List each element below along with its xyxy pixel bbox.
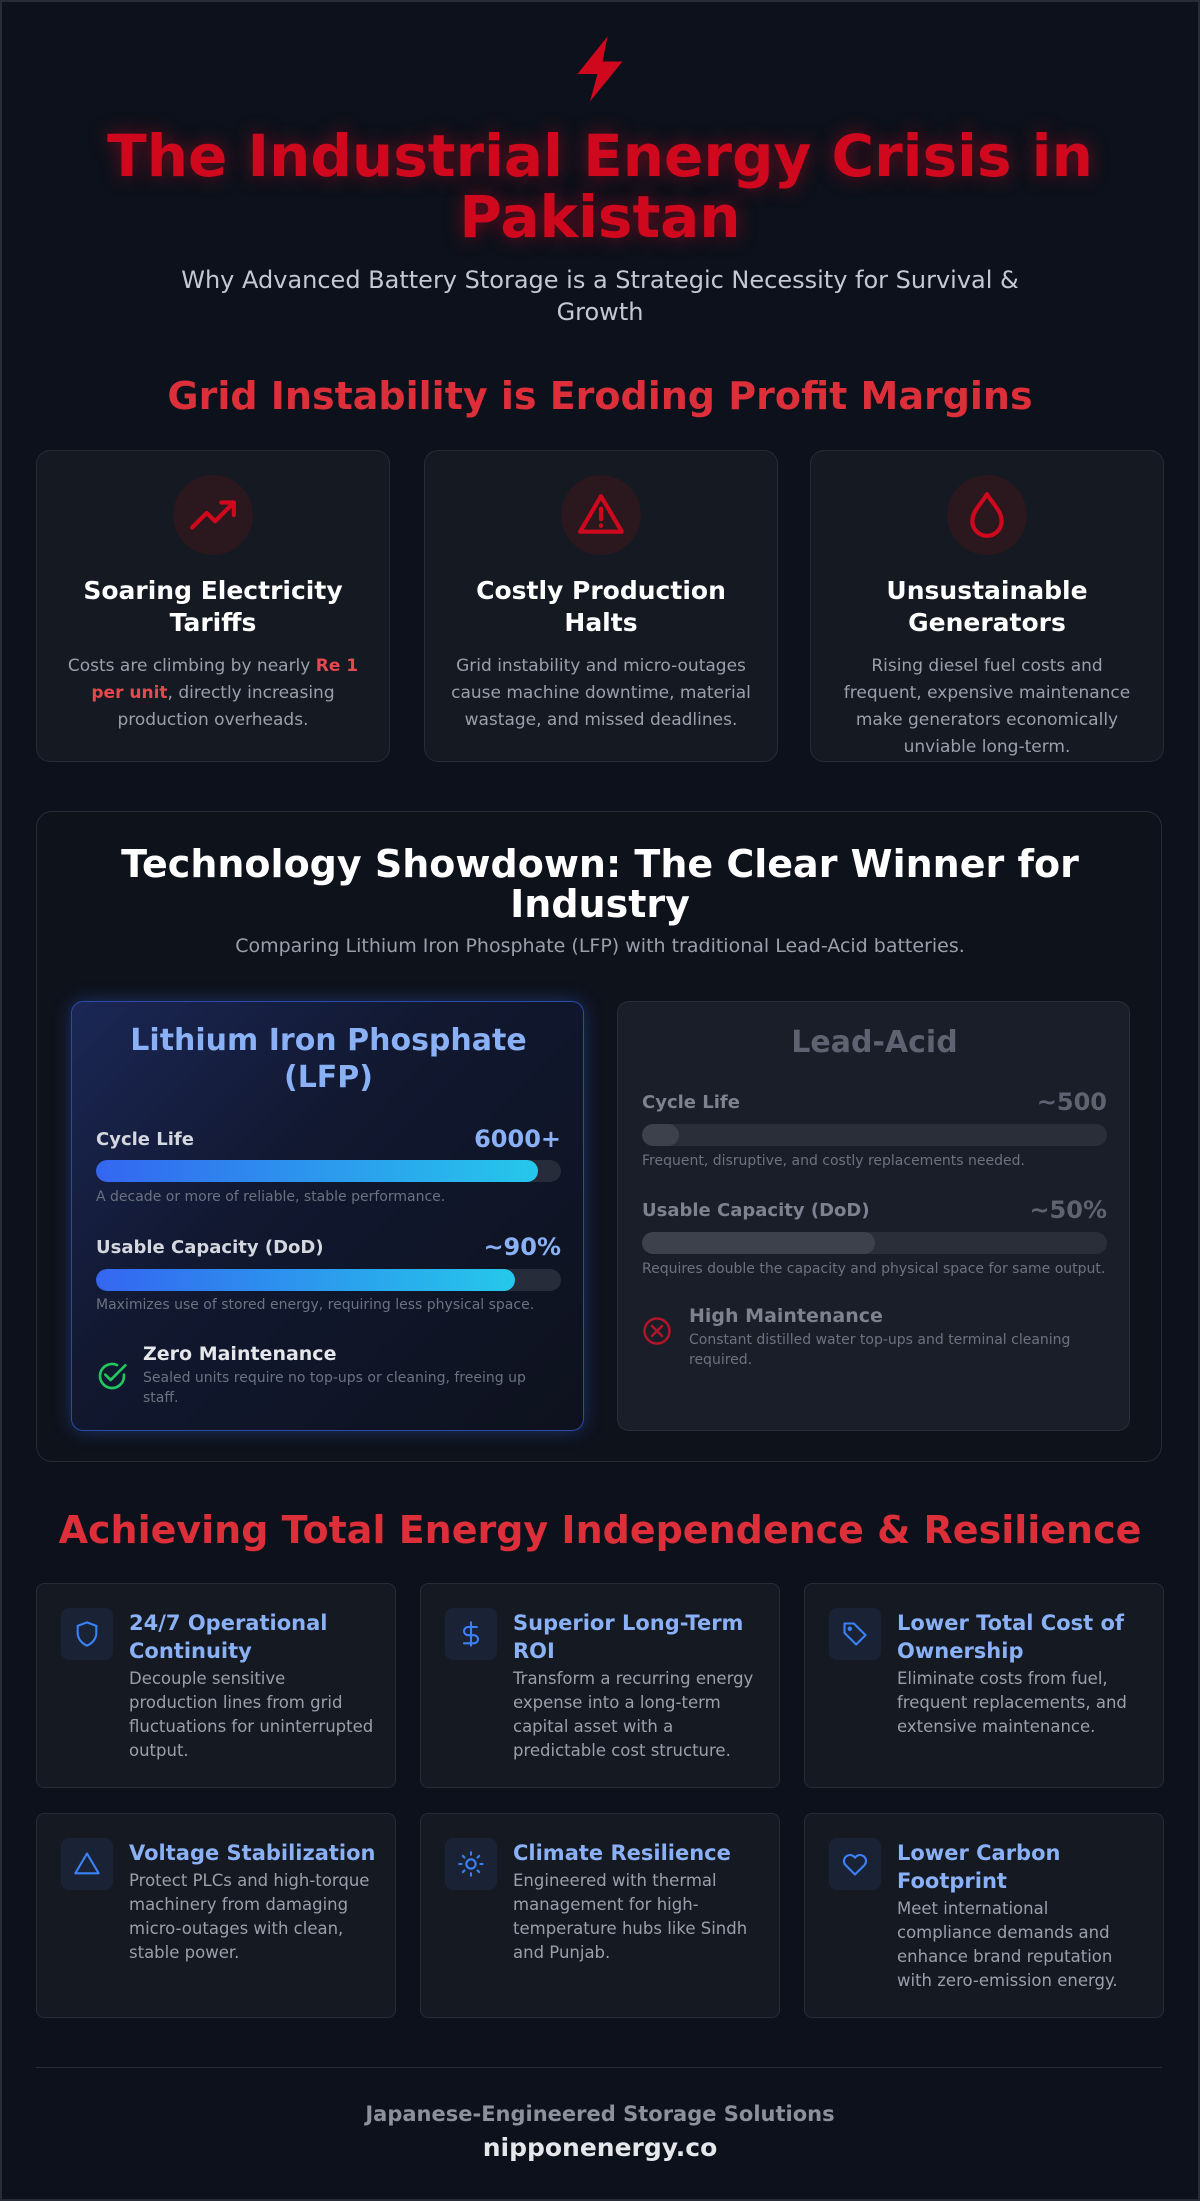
benefit-card: Voltage Stabilization Protect PLCs and hi… [36, 1813, 396, 2018]
card-title: Costly Production Halts [476, 576, 726, 637]
bar-fill [642, 1232, 875, 1254]
check-icon [98, 1362, 127, 1390]
showdown-panel: Technology Showdown: The Clear Winner fo… [36, 811, 1162, 1462]
metric-label: Usable Capacity (DoD) [642, 1199, 870, 1221]
lfp-card: Lithium Iron Phosphate (LFP) Cycle Life 6… [71, 1001, 584, 1431]
metric-label: Usable Capacity (DoD) [96, 1236, 324, 1258]
lead-acid-card: Lead-Acid Cycle Life ~500 Frequent, disru… [617, 1001, 1130, 1431]
bar-fill [96, 1269, 515, 1291]
highlight: Re 1 per unit [91, 656, 359, 703]
metric-row: Usable Capacity (DoD) ~50% [642, 1196, 1107, 1224]
benefit-text: Transform a recurring energy expense int… [513, 1669, 754, 1760]
card-text: Grid instability and micro-outages cause… [451, 656, 751, 730]
icon [829, 1608, 881, 1660]
benefit-title: Climate Resilience [513, 1841, 731, 1865]
metric-row: Usable Capacity (DoD) ~90% [96, 1233, 561, 1261]
card-title: Soaring Electricity Tariffs [83, 576, 343, 637]
metric-note: Frequent, disruptive, and costly replace… [642, 1153, 1025, 1169]
benefit-body: Voltage Stabilization Protect PLCs and hi… [129, 1839, 377, 1965]
section-heading: Grid Instability is Eroding Profit Margi… [167, 374, 1033, 418]
section-heading: Achieving Total Energy Independence & Re… [58, 1508, 1142, 1552]
problem-card: Unsustainable Generators Rising diesel f… [810, 450, 1164, 762]
showdown-title: Technology Showdown: The Clear Winner fo… [121, 842, 1079, 926]
bar-track [642, 1232, 1107, 1254]
benefit-card: Lower Carbon Footprint Meet international… [804, 1813, 1164, 2018]
benefit-card: Climate Resilience Engineered with therma… [420, 1813, 780, 2018]
metric-value: ~90% [483, 1233, 561, 1261]
card-title: Lead-Acid [791, 1025, 958, 1060]
metric-value: 6000+ [474, 1125, 561, 1153]
benefit-body: Lower Carbon Footprint Meet international… [897, 1839, 1145, 1993]
icon [445, 1838, 497, 1890]
card-text: Rising diesel fuel costs and frequent, e… [843, 656, 1131, 757]
metric-row: Cycle Life 6000+ [96, 1125, 561, 1153]
card-title: Lithium Iron Phosphate (LFP) [130, 1023, 527, 1095]
feature-text: Sealed units require no top-ups or clean… [143, 1370, 526, 1406]
benefit-title: Superior Long-Term ROI [513, 1611, 744, 1663]
benefit-body: 24/7 Operational Continuity Decouple sens… [129, 1609, 377, 1763]
benefit-text: Protect PLCs and high-torque machinery f… [129, 1871, 370, 1962]
metric-value: ~500 [1036, 1088, 1107, 1116]
metric-note: Requires double the capacity and physica… [642, 1261, 1106, 1277]
metric-label: Cycle Life [642, 1091, 740, 1113]
icon [173, 475, 253, 555]
metric-note: A decade or more of reliable, stable per… [96, 1189, 446, 1205]
footer-site: nipponenergy.co [482, 2133, 718, 2162]
icon [829, 1838, 881, 1890]
benefit-title: 24/7 Operational Continuity [129, 1611, 328, 1663]
benefit-title: Lower Total Cost of Ownership [897, 1611, 1125, 1663]
divider [36, 2067, 1162, 2068]
benefit-text: Decouple sensitive production lines from… [129, 1669, 374, 1760]
feature-text: Constant distilled water top-ups and ter… [689, 1332, 1071, 1368]
card-title: Unsustainable Generators [886, 576, 1088, 637]
benefit-body: Climate Resilience Engineered with therma… [513, 1839, 761, 1965]
main-title: The Industrial Energy Crisis in Pakistan [107, 122, 1093, 251]
icon [561, 475, 641, 555]
bar-track [96, 1160, 561, 1182]
benefit-card: Lower Total Cost of Ownership Eliminate c… [804, 1583, 1164, 1788]
text: Costs are climbing by nearly [67, 656, 316, 676]
feature-title: High Maintenance [689, 1305, 883, 1327]
icon [61, 1608, 113, 1660]
benefit-text: Engineered with thermal management for h… [513, 1871, 748, 1962]
problem-card: Costly Production Halts Grid instability… [424, 450, 778, 762]
card-text: Costs are climbing by nearly Re 1 per un… [63, 653, 363, 734]
problem-card: Soaring Electricity Tariffs Costs are cl… [36, 450, 390, 762]
showdown-subtitle: Comparing Lithium Iron Phosphate (LFP) w… [235, 935, 965, 957]
bar-track [642, 1124, 1107, 1146]
benefit-text: Eliminate costs from fuel, frequent repl… [897, 1669, 1127, 1736]
benefit-title: Voltage Stabilization [129, 1841, 376, 1865]
x-icon [643, 1317, 671, 1345]
benefit-title: Lower Carbon Footprint [897, 1841, 1061, 1893]
benefit-card: 24/7 Operational Continuity Decouple sens… [36, 1583, 396, 1788]
text: , directly increasing production overhea… [117, 683, 335, 730]
footer-tagline: Japanese-Engineered Storage Solutions [365, 2102, 835, 2126]
benefit-body: Superior Long-Term ROI Transform a recurr… [513, 1609, 761, 1763]
icon [61, 1838, 113, 1890]
feature-title: Zero Maintenance [143, 1343, 337, 1365]
metric-row: Cycle Life ~500 [642, 1088, 1107, 1116]
bar-fill [642, 1124, 680, 1146]
icon [947, 475, 1027, 555]
metric-label: Cycle Life [96, 1128, 194, 1150]
icon [445, 1608, 497, 1660]
benefit-body: Lower Total Cost of Ownership Eliminate c… [897, 1609, 1145, 1739]
lightning-icon [577, 36, 623, 102]
bar-fill [96, 1160, 538, 1182]
benefit-text: Meet international compliance demands an… [897, 1899, 1118, 1990]
bar-track [96, 1269, 561, 1291]
subtitle: Why Advanced Battery Storage is a Strate… [181, 266, 1019, 326]
metric-value: ~50% [1029, 1196, 1107, 1224]
benefit-card: Superior Long-Term ROI Transform a recurr… [420, 1583, 780, 1788]
metric-note: Maximizes use of stored energy, requirin… [96, 1297, 535, 1313]
